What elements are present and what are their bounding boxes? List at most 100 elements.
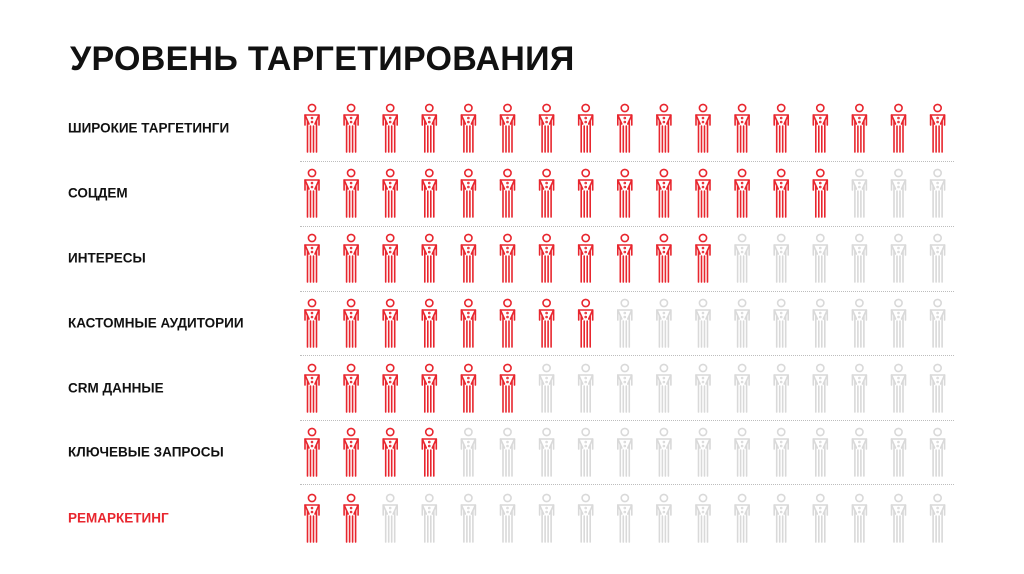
person-icon — [460, 493, 477, 543]
person-icon — [890, 363, 907, 413]
person-icon — [538, 103, 555, 153]
person-icon — [851, 103, 868, 153]
person-icon — [734, 168, 750, 218]
person-icon — [460, 427, 477, 477]
person-icon — [304, 168, 320, 218]
person-icon — [538, 233, 555, 283]
person-icon — [421, 493, 438, 543]
person-icon — [929, 298, 946, 348]
row-divider — [300, 484, 954, 485]
person-icon — [616, 168, 633, 218]
person-icon — [812, 168, 829, 218]
person-icon — [695, 493, 711, 543]
row-label: CRM ДАННЫЕ — [68, 380, 164, 396]
person-icon — [929, 493, 946, 543]
person-icon — [929, 363, 946, 413]
person-icon — [851, 168, 868, 218]
person-icon — [577, 298, 594, 348]
person-icon — [577, 427, 594, 477]
person-icon — [343, 427, 359, 477]
person-icon — [382, 233, 399, 283]
person-icon — [460, 233, 477, 283]
person-icon — [812, 427, 829, 477]
row-label: КЛЮЧЕВЫЕ ЗАПРОСЫ — [68, 444, 224, 460]
person-icon — [656, 298, 672, 348]
person-icon — [616, 298, 633, 348]
person-icon — [304, 363, 320, 413]
person-icon — [421, 103, 438, 153]
row-label: КАСТОМНЫЕ АУДИТОРИИ — [68, 315, 244, 331]
person-icon — [343, 363, 359, 413]
person-icon — [734, 363, 750, 413]
row-divider — [300, 291, 954, 292]
person-icon — [734, 233, 750, 283]
person-icon — [656, 493, 672, 543]
row-label: РЕМАРКЕТИНГ — [68, 510, 169, 526]
person-icon — [929, 103, 946, 153]
person-icon — [382, 103, 399, 153]
person-icon — [890, 103, 907, 153]
person-icon — [851, 493, 868, 543]
person-icon — [616, 493, 633, 543]
person-icon — [734, 493, 750, 543]
person-icon — [616, 363, 633, 413]
person-icon — [304, 103, 320, 153]
person-icon — [851, 233, 868, 283]
person-icon — [890, 298, 907, 348]
person-icon — [460, 168, 477, 218]
person-icon — [734, 103, 750, 153]
person-icon — [695, 168, 711, 218]
person-icon — [304, 298, 320, 348]
person-icon — [577, 103, 594, 153]
person-icon — [773, 103, 790, 153]
person-icon — [929, 233, 946, 283]
person-icon — [734, 298, 750, 348]
row-label: ИНТЕРЕСЫ — [68, 250, 146, 266]
person-icon — [890, 427, 907, 477]
person-icon — [656, 233, 672, 283]
person-icon — [812, 363, 829, 413]
person-icon — [382, 427, 399, 477]
person-icon — [616, 103, 633, 153]
person-icon — [656, 363, 672, 413]
person-icon — [695, 298, 711, 348]
person-icon — [656, 103, 672, 153]
person-icon — [499, 168, 516, 218]
person-icon — [656, 168, 672, 218]
person-icon — [304, 493, 320, 543]
person-icon — [851, 298, 868, 348]
person-icon — [538, 427, 555, 477]
row-label: ШИРОКИЕ ТАРГЕТИНГИ — [68, 120, 230, 136]
person-icon — [499, 233, 516, 283]
person-icon — [304, 427, 320, 477]
person-icon — [343, 168, 359, 218]
person-icon — [695, 103, 711, 153]
person-icon — [812, 298, 829, 348]
person-icon — [538, 363, 555, 413]
person-icon — [656, 427, 672, 477]
person-icon — [499, 363, 516, 413]
person-icon — [890, 168, 907, 218]
person-icon — [343, 103, 359, 153]
person-icon — [499, 493, 516, 543]
person-icon — [812, 493, 829, 543]
person-icon — [382, 298, 399, 348]
person-icon — [538, 298, 555, 348]
person-icon — [695, 427, 711, 477]
person-icon — [382, 493, 399, 543]
person-icon — [538, 493, 555, 543]
person-icon — [616, 427, 633, 477]
person-icon — [577, 168, 594, 218]
person-icon — [890, 493, 907, 543]
person-icon — [616, 233, 633, 283]
person-icon — [577, 363, 594, 413]
row-divider — [300, 355, 954, 356]
person-icon — [695, 363, 711, 413]
person-icon — [851, 363, 868, 413]
person-icon — [499, 103, 516, 153]
person-icon — [538, 168, 555, 218]
person-icon — [382, 168, 399, 218]
person-icon — [499, 427, 516, 477]
row-divider — [300, 161, 954, 162]
person-icon — [460, 103, 477, 153]
